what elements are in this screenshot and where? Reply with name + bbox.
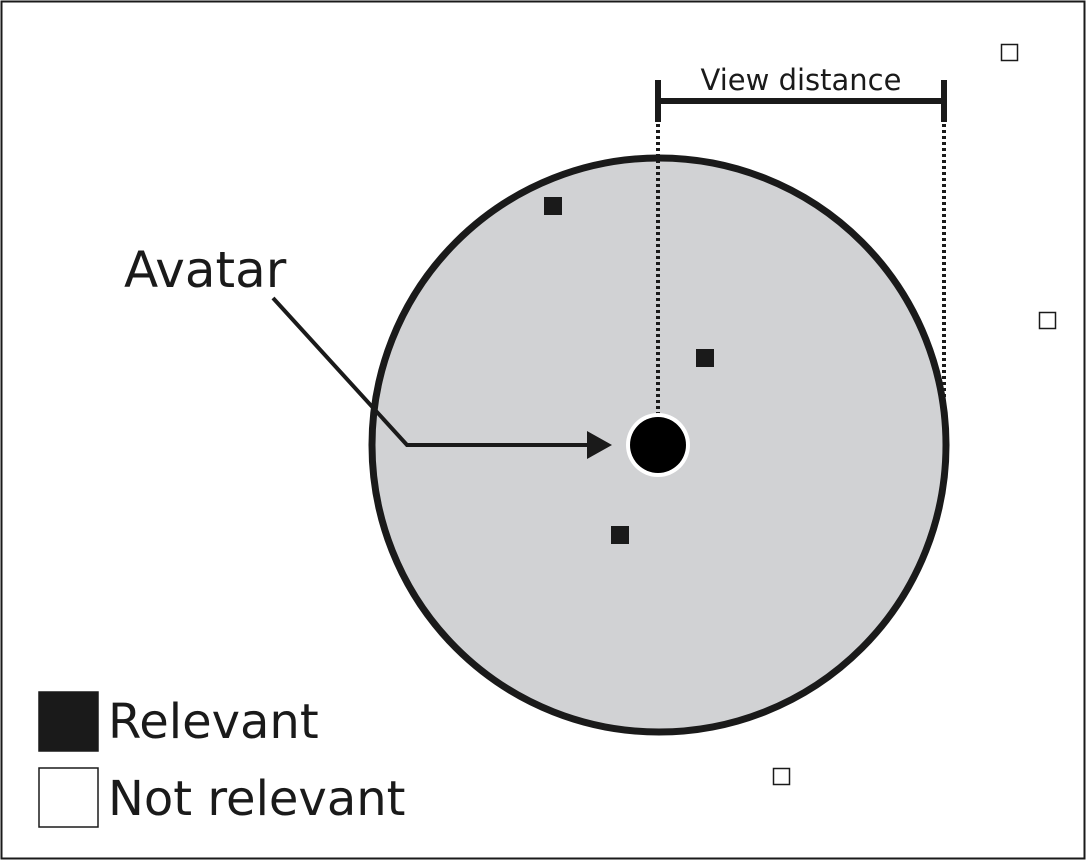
legend-not-relevant-label: Not relevant	[108, 771, 406, 827]
legend-not-relevant-swatch	[38, 767, 99, 828]
avatar-label: Avatar	[124, 241, 287, 299]
legend: Relevant Not relevant	[38, 691, 406, 828]
legend-relevant-swatch	[38, 691, 99, 752]
relevant-object	[696, 349, 714, 367]
legend-relevant-label: Relevant	[108, 694, 319, 750]
not-relevant-object	[1000, 43, 1019, 62]
view-distance-measure: View distance	[655, 63, 947, 445]
view-distance-label: View distance	[701, 63, 902, 97]
avatar-arrowhead	[587, 431, 612, 459]
not-relevant-object	[772, 767, 791, 786]
avatar-callout: Avatar	[124, 241, 612, 459]
not-relevant-object	[1038, 311, 1057, 330]
relevant-object	[611, 526, 629, 544]
relevant-object	[544, 197, 562, 215]
avatar-arrow-line	[271, 296, 590, 447]
avatar-dot	[630, 417, 686, 473]
